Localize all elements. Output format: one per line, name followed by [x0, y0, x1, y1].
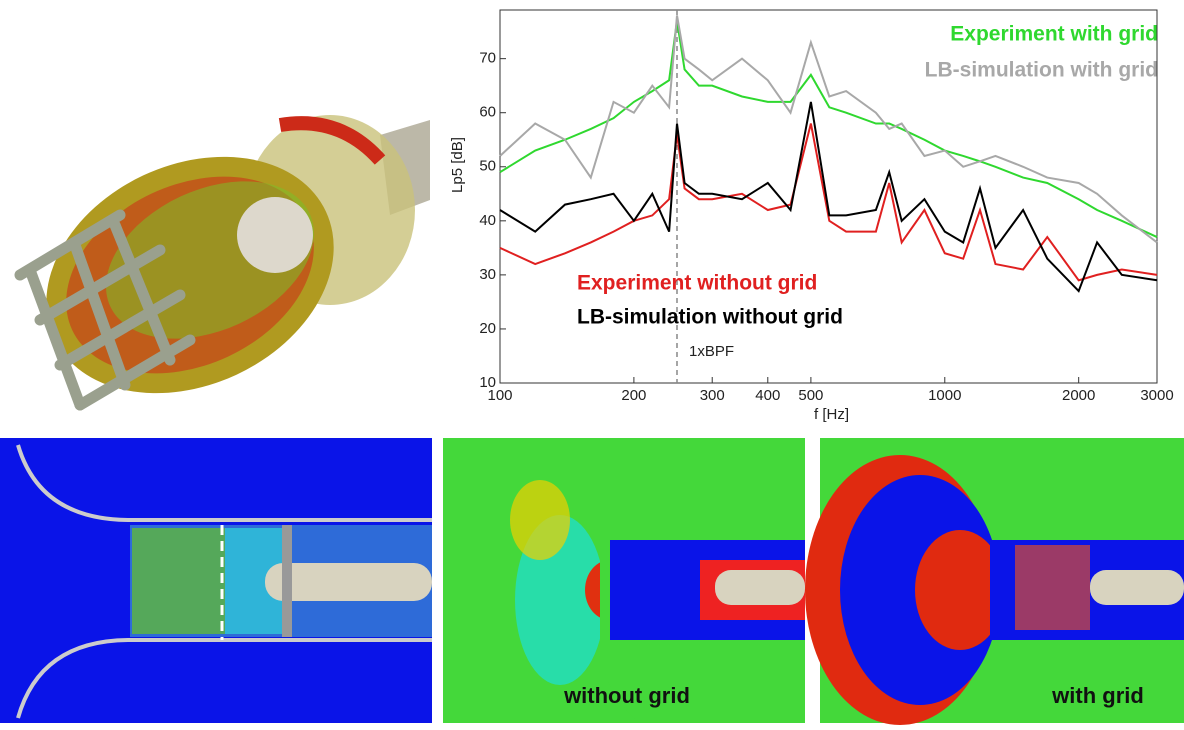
page: {"chart_data": {"type": "line", "xlabel"…	[0, 0, 1184, 725]
legend-entry: Experiment without grid	[577, 272, 817, 295]
legend-entry: LB-simulation without grid	[577, 306, 843, 329]
annotation: 1xBPF	[689, 343, 734, 360]
y-tick-label: 50	[479, 158, 496, 175]
x-tick-label: 500	[798, 387, 823, 404]
y-tick-label: 60	[479, 104, 496, 121]
x-tick-label: 2000	[1062, 387, 1095, 404]
legend-entry: LB-simulation with grid	[925, 59, 1158, 82]
y-tick-label: 40	[479, 212, 496, 229]
y-tick-label: 30	[479, 266, 496, 283]
y-tick-label: 70	[479, 50, 496, 67]
x-tick-label: 300	[700, 387, 725, 404]
x-tick-label: 3000	[1140, 387, 1173, 404]
panel-label: without grid	[563, 683, 690, 708]
y-axis-label: Lp5 [dB]	[449, 137, 466, 193]
sim-panel-middle	[443, 438, 805, 723]
y-tick-label: 20	[479, 320, 496, 337]
series-line	[500, 102, 1157, 291]
x-tick-label: 200	[621, 387, 646, 404]
panel-label: with grid	[1051, 683, 1144, 708]
figure: without grid with grid 10203040506070100…	[0, 0, 1184, 725]
x-tick-label: 100	[487, 387, 512, 404]
legend-entry: Experiment with grid	[950, 23, 1158, 46]
x-tick-label: 1000	[928, 387, 961, 404]
x-tick-label: 400	[755, 387, 780, 404]
series-line	[500, 124, 1157, 281]
x-axis-label: f [Hz]	[814, 406, 849, 423]
render-3d	[8, 112, 430, 438]
sim-panel-left	[0, 438, 432, 723]
